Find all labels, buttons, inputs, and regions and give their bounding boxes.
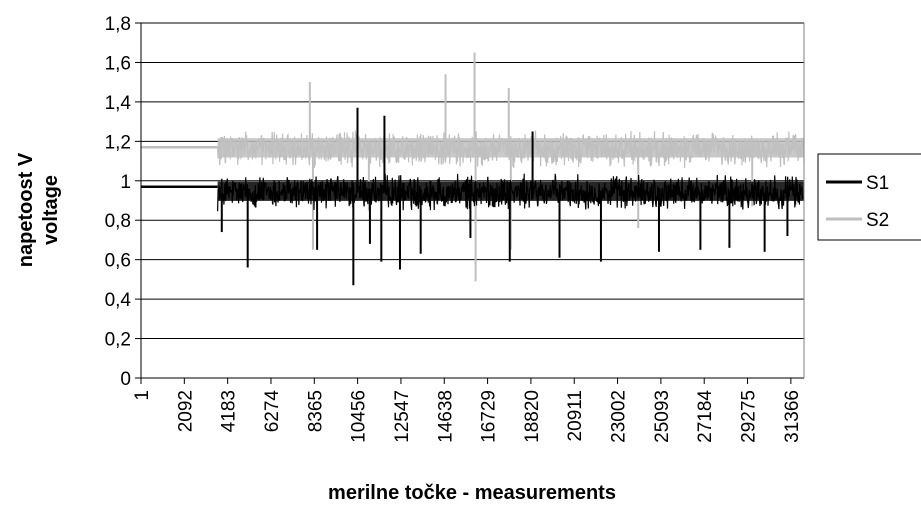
y-tick-label: 0,2	[105, 330, 131, 351]
legend: S1 S2	[817, 153, 921, 241]
x-tick-label: 20911	[565, 390, 586, 441]
series-s1	[141, 107, 805, 286]
x-tick-label: 23002	[609, 390, 630, 443]
gridlines	[141, 22, 804, 340]
x-tick-label: 25093	[652, 390, 673, 443]
x-tick-label: 2092	[175, 390, 196, 432]
x-tick-label: 18820	[522, 390, 543, 443]
axes	[135, 22, 805, 384]
x-tick-label: 10456	[349, 390, 370, 443]
legend-box	[817, 153, 921, 241]
y-tick-label: 0,4	[105, 290, 132, 311]
y-tick-label: 1	[120, 172, 131, 193]
x-tick-label: 14638	[435, 390, 456, 443]
x-tick-label: 12547	[392, 390, 413, 443]
x-tick-label: 1	[132, 390, 153, 401]
y-tick-label: 1,2	[105, 132, 131, 153]
x-tick-label: 6274	[262, 390, 283, 433]
y-tick-label: 1,6	[105, 53, 131, 74]
y-axis-title-line2: voltage	[40, 175, 62, 245]
series-s2-core	[217, 138, 804, 158]
legend-label-s1: S1	[866, 173, 889, 194]
series-s2	[141, 52, 805, 282]
y-tick-label: 0,6	[105, 251, 131, 272]
series-s1-core	[217, 181, 804, 201]
y-tick-label: 0,8	[105, 211, 131, 232]
x-tick-label: 29275	[739, 390, 760, 443]
x-tick-label: 4183	[219, 390, 240, 432]
y-tick-label: 1,4	[105, 93, 132, 114]
y-axis-title-line1: napetoost V	[15, 152, 37, 267]
x-tick-labels: 1 2092 4183 6274 8365 10456 12547 14638 16729 188…	[132, 390, 803, 443]
x-tick-label: 27184	[695, 390, 716, 443]
x-tick-label: 8365	[305, 390, 326, 432]
y-tick-labels: 0 0,2 0,4 0,6 0,8 1 1,2 1,4 1,6 1,8	[105, 14, 132, 390]
x-tick-label: 16729	[479, 390, 500, 443]
y-tick-label: 0	[120, 369, 131, 390]
legend-label-s2: S2	[866, 210, 889, 231]
series-lines	[141, 52, 805, 286]
x-tick-label: 31366	[782, 390, 803, 443]
x-axis-title: merilne točke - measurements	[328, 482, 616, 504]
y-tick-label: 1,8	[105, 14, 131, 35]
